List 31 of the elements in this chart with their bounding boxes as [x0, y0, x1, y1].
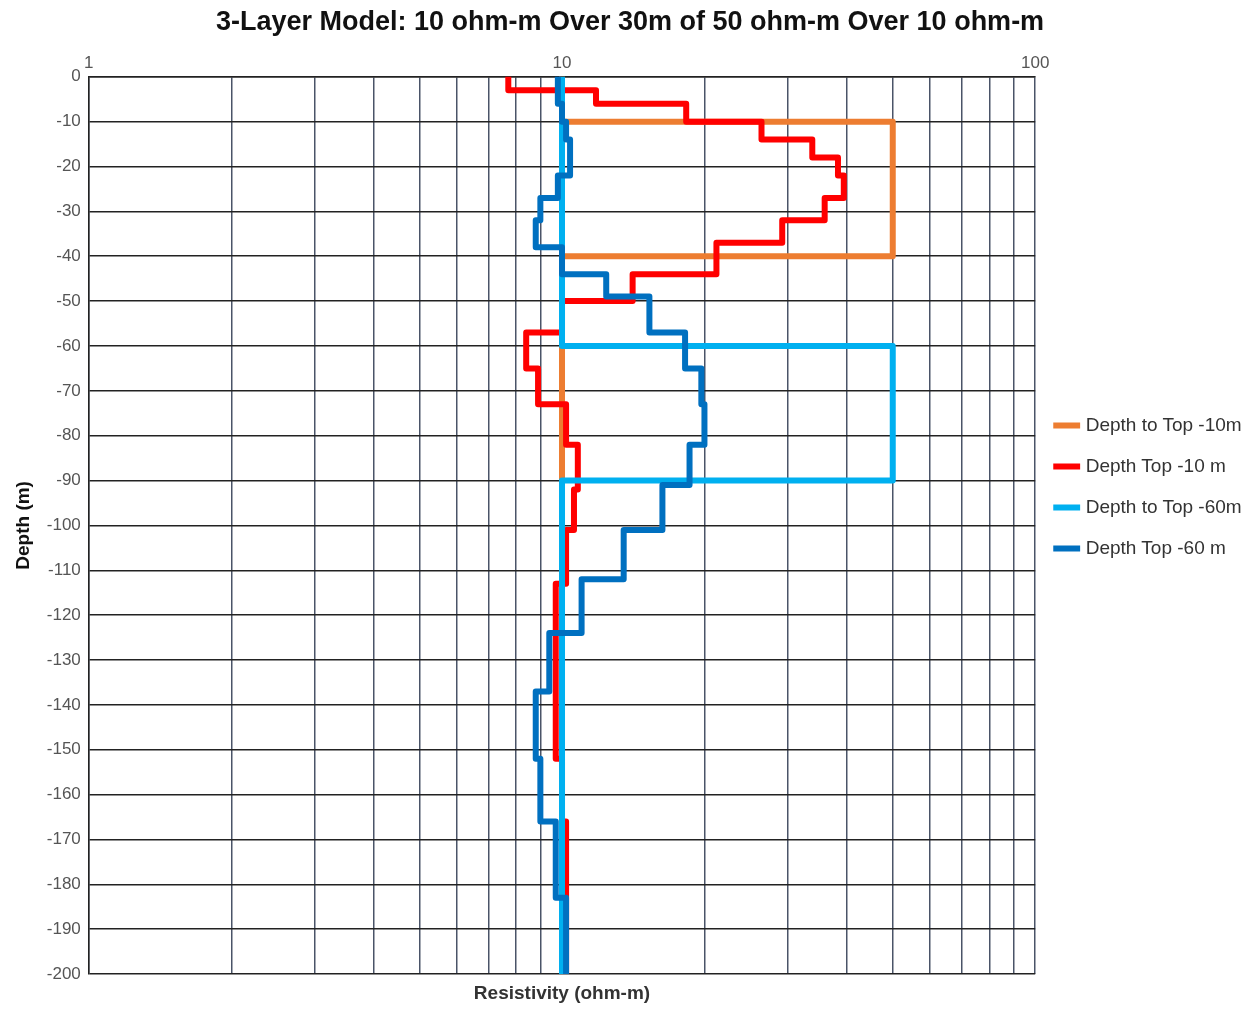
y-tick-label: -60 — [56, 335, 81, 355]
y-tick-label: -190 — [46, 918, 81, 938]
y-tick-label: -10 — [56, 111, 81, 131]
legend-label: Depth to Top -60m — [1085, 495, 1242, 517]
chart-title: 3-Layer Model: 10 ohm-m Over 30m of 50 ohm-m Over 10 ohm-m — [215, 5, 1045, 36]
y-tick-label: -160 — [46, 784, 81, 804]
y-axis-title: Depth (m) — [11, 481, 33, 570]
legend-label: Depth Top -60 m — [1085, 536, 1226, 558]
y-tick-label: -140 — [46, 694, 81, 714]
x-tick-label: 100 — [1021, 53, 1050, 73]
y-tick-label: -180 — [46, 873, 81, 893]
y-tick-label: -40 — [56, 245, 81, 265]
y-tick-label: -20 — [56, 156, 81, 176]
x-axis-title: Resistivity (ohm-m) — [473, 981, 651, 1003]
y-tick-label: -170 — [46, 829, 81, 849]
y-tick-label: -80 — [56, 425, 81, 445]
legend-label: Depth to Top -10m — [1085, 413, 1242, 435]
legend-label: Depth Top -10 m — [1085, 454, 1226, 476]
y-tick-label: -70 — [56, 380, 81, 400]
y-tick-label: -130 — [46, 649, 81, 669]
y-tick-label: -110 — [48, 559, 81, 579]
y-tick-label: -30 — [56, 201, 81, 221]
y-tick-label: -50 — [56, 290, 81, 310]
y-tick-label: -120 — [46, 604, 81, 624]
y-tick-label: -100 — [46, 515, 81, 535]
y-tick-label: -150 — [46, 739, 81, 759]
x-tick-label: 10 — [552, 53, 572, 73]
y-tick-label: 0 — [71, 66, 81, 86]
x-tick-label: 1 — [84, 53, 94, 73]
y-tick-label: -90 — [56, 470, 81, 490]
y-tick-label: -200 — [46, 963, 81, 983]
